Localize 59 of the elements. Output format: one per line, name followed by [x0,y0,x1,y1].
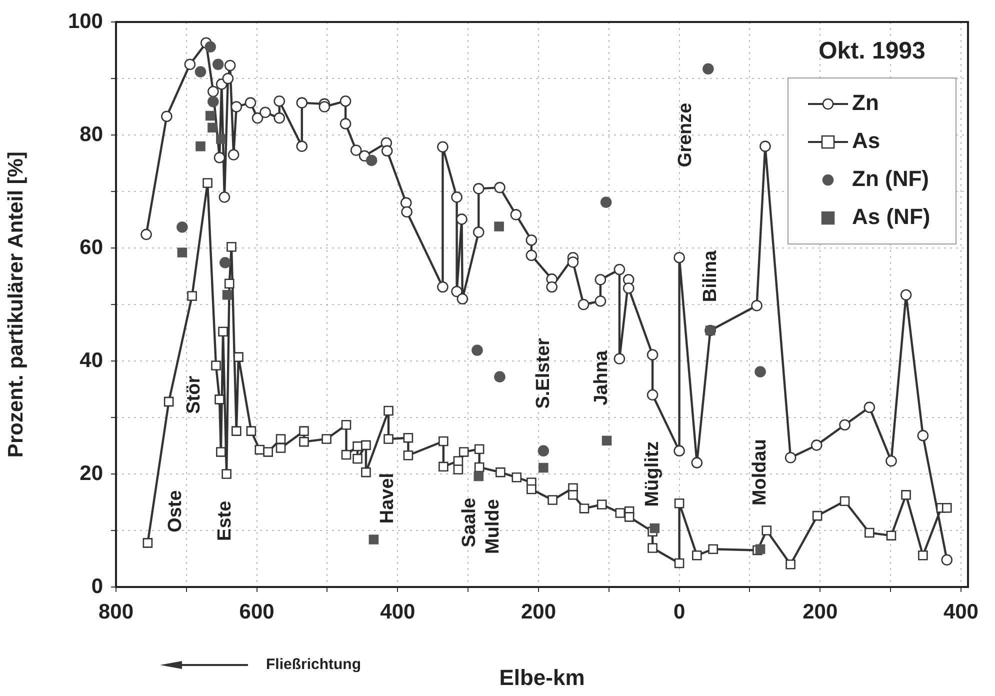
point [538,462,548,473]
legend-label: As [852,128,880,154]
point [368,534,379,544]
x-tick-label: 200 [520,600,556,624]
legend-label: Zn [852,90,879,116]
point [472,344,483,356]
point [538,445,550,456]
annotation: Müglitz [642,441,663,507]
point [754,366,766,378]
annotation: Grenze [675,102,696,168]
point [219,257,231,268]
x-tick-label: 400 [943,600,978,624]
annotation: Saale [458,498,480,548]
point [494,222,504,232]
point [702,63,714,75]
annotation: Havel [377,472,398,524]
point [212,58,224,70]
annotation: Stör [184,375,205,414]
annotation: Oste [164,490,186,532]
x-tick-label: 800 [98,600,134,624]
point [216,134,226,144]
x-axis-title: Elbe-km [499,664,585,690]
legend-label: As (NF) [852,204,930,230]
point [494,371,506,382]
text: Fließrichtung [266,656,361,673]
x-tick-label: 600 [239,600,274,624]
annotation: Bilina [700,250,721,302]
point [650,523,660,534]
point [208,96,219,108]
point [177,248,188,258]
y-tick-label: 0 [91,574,103,598]
point [176,221,188,233]
y-tick-label: 20 [80,462,103,485]
x-tick-label: 200 [802,600,838,624]
point [205,110,216,121]
point [366,154,378,166]
annotation: Moldau [749,439,770,506]
annotation: Mulde [482,499,504,554]
point [474,471,484,482]
point [196,141,206,152]
point [204,41,216,53]
y-tick-label: 80 [80,122,103,146]
legend-label: Zn (NF) [852,166,929,192]
annotation: Jahna [590,350,612,406]
y-tick-label: 60 [80,236,103,259]
y-tick-label: 100 [68,10,103,33]
x-tick-label: 0 [673,600,686,624]
point [600,196,612,208]
point [602,436,612,446]
x-tick-label: 400 [380,600,416,624]
point [755,544,766,554]
annotation: Este [214,500,236,541]
legend-title: Okt. 1993 [818,38,926,65]
point [208,122,218,133]
y-axis-title: Prozent. partikulärer Anteil [%] [4,151,28,458]
point [194,66,206,78]
annotation: S.Elster [532,337,554,409]
y-tick-label: 40 [80,348,103,372]
point [222,290,232,300]
